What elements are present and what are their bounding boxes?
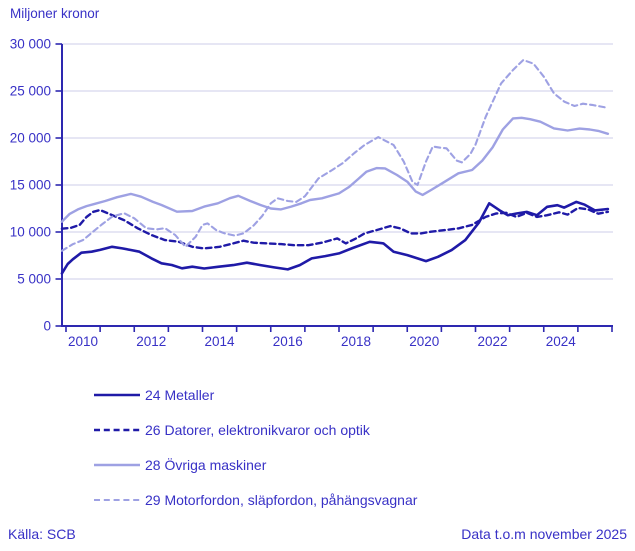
legend-item-28-ovriga-maskiner: 28 Övriga maskiner	[93, 447, 417, 482]
y-axis-unit-label: Miljoner kronor	[10, 6, 100, 21]
legend-label: 26 Datorer, elektronikvaror och optik	[145, 421, 370, 438]
legend-line-icon	[94, 393, 140, 396]
legend-item-24-metaller: 24 Metaller	[93, 377, 417, 412]
svg-text:2014: 2014	[205, 334, 236, 349]
svg-text:20 000: 20 000	[10, 131, 51, 146]
legend-label: 28 Övriga maskiner	[145, 456, 267, 473]
legend-label: 29 Motorfordon, släpfordon, påhängsvagna…	[145, 491, 418, 508]
svg-text:2018: 2018	[341, 334, 371, 349]
legend-line-icon	[94, 498, 140, 501]
svg-text:0: 0	[43, 319, 51, 334]
legend-label: 24 Metaller	[145, 386, 215, 403]
line-chart: 0 5 000 10 000 15 000 20 000 25 000 30 000 2010…	[10, 37, 613, 349]
svg-text:25 000: 25 000	[10, 84, 51, 99]
svg-text:2024: 2024	[546, 334, 577, 349]
svg-text:2012: 2012	[136, 334, 166, 349]
svg-text:2022: 2022	[478, 334, 508, 349]
svg-text:5 000: 5 000	[17, 272, 51, 287]
legend-item-29-motorfordon: 29 Motorfordon, släpfordon, påhängsvagna…	[93, 482, 417, 517]
svg-text:2010: 2010	[68, 334, 98, 349]
data-through-text: Data t.o.m november 2025	[461, 526, 627, 542]
source-text: Källa: SCB	[8, 526, 76, 542]
legend-line-icon	[94, 463, 140, 466]
svg-text:2020: 2020	[409, 334, 439, 349]
legend-item-26-datorer: 26 Datorer, elektronikvaror och optik	[93, 412, 417, 447]
svg-text:10 000: 10 000	[10, 225, 51, 240]
svg-text:15 000: 15 000	[10, 178, 51, 193]
legend-line-icon	[94, 428, 140, 431]
svg-text:2016: 2016	[273, 334, 303, 349]
legend: 24 Metaller 26 Datorer, elektronikvaror …	[93, 377, 417, 517]
svg-text:30 000: 30 000	[10, 37, 51, 52]
chart-footer: Källa: SCB Data t.o.m november 2025	[8, 526, 627, 542]
